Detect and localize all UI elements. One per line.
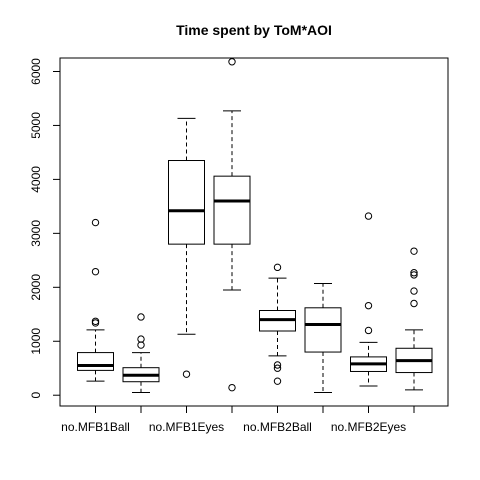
y-tick-label: 6000	[29, 58, 43, 85]
outlier-point	[410, 269, 418, 277]
outlier-point	[410, 287, 418, 295]
outlier-point	[91, 218, 100, 227]
outlier-point	[137, 335, 145, 343]
y-tick-label: 4000	[29, 166, 43, 193]
box-group	[350, 212, 387, 387]
box-iqr	[213, 175, 251, 245]
outlier-point	[364, 212, 373, 220]
outlier-point	[364, 301, 373, 310]
outlier-point	[182, 370, 191, 378]
outlier-point	[91, 317, 100, 325]
outlier-point	[228, 383, 236, 392]
box-group	[168, 117, 205, 378]
chart-title: Time spent by ToM*AOI	[176, 22, 332, 38]
y-tick-label: 0	[29, 392, 43, 399]
outlier-point	[273, 377, 282, 385]
y-tick-label: 5000	[29, 112, 43, 139]
x-tick-label: no.MFB1Eyes	[149, 420, 224, 434]
box-group	[213, 58, 251, 392]
x-tick-label: no.MFB2Eyes	[331, 420, 406, 434]
outlier-point	[273, 361, 282, 369]
outlier-point	[228, 58, 236, 66]
outlier-point	[410, 247, 418, 255]
y-axis: 0 1000 2000 3000 4000 5000 6000	[29, 58, 60, 399]
box-group	[77, 218, 114, 382]
x-tick-label: no.MFB2Ball	[243, 420, 312, 434]
outlier-point	[410, 271, 418, 279]
outlier-point	[273, 263, 282, 272]
y-tick-label: 2000	[29, 274, 43, 301]
box-group	[304, 283, 342, 394]
y-tick-label: 3000	[29, 220, 43, 247]
x-axis: no.MFB1Ball no.MFB1Eyes no.MFB2Ball no.MFB2…	[61, 406, 415, 434]
outlier-point	[91, 267, 100, 276]
y-tick-label: 1000	[29, 328, 43, 355]
boxes-layer	[77, 58, 433, 394]
outlier-point	[273, 364, 282, 372]
box-iqr	[168, 160, 205, 245]
box-group	[122, 313, 160, 394]
box-group	[259, 263, 296, 385]
box-iqr	[304, 307, 342, 353]
plot-frame	[59, 57, 449, 407]
outlier-point	[137, 313, 145, 321]
x-tick-label: no.MFB1Ball	[61, 420, 130, 434]
outlier-point	[410, 299, 418, 308]
box-iqr	[77, 352, 114, 371]
box-group	[395, 247, 433, 391]
outlier-point	[364, 326, 373, 335]
